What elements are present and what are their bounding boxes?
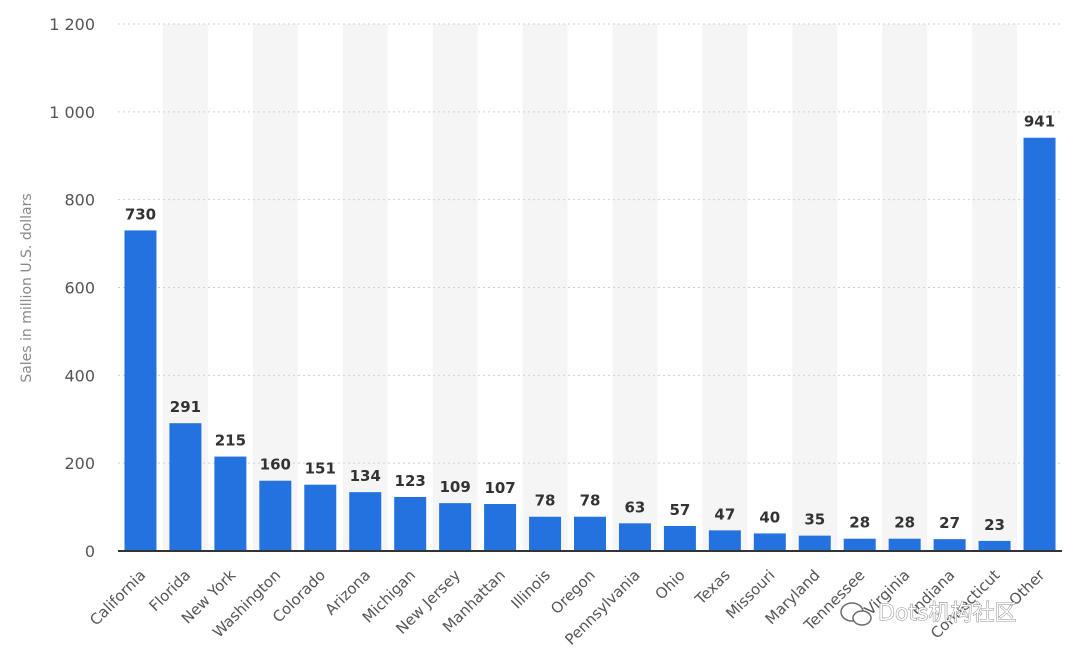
wechat-icon <box>840 602 872 626</box>
y-tick-label: 200 <box>64 454 95 473</box>
background-band <box>432 24 478 551</box>
bar <box>484 504 517 551</box>
bar <box>978 540 1011 551</box>
data-label: 57 <box>669 501 690 519</box>
bar <box>439 503 472 551</box>
data-label: 107 <box>484 479 515 497</box>
gridlines <box>118 23 1062 464</box>
data-label: 27 <box>939 514 960 532</box>
bar <box>394 496 427 551</box>
background-band <box>522 24 568 551</box>
bar <box>798 535 831 551</box>
y-tick-label: 0 <box>85 542 95 561</box>
bar <box>214 456 247 551</box>
bar <box>663 525 696 551</box>
data-label: 109 <box>439 478 470 496</box>
bar <box>753 533 786 551</box>
bars <box>124 137 1056 552</box>
y-tick-label: 400 <box>64 366 95 385</box>
x-tick-label: Ohio <box>651 566 688 603</box>
y-tick-label: 1 000 <box>49 103 95 122</box>
x-tick-label: Texas <box>691 566 734 609</box>
data-label: 123 <box>395 472 426 490</box>
data-label: 63 <box>625 498 646 516</box>
bar <box>708 530 741 551</box>
data-label: 35 <box>804 511 825 529</box>
data-label: 151 <box>305 460 336 478</box>
y-tick-label: 800 <box>64 191 95 210</box>
data-label: 730 <box>125 205 156 223</box>
data-label: 47 <box>714 505 735 523</box>
bar <box>618 523 651 551</box>
bar <box>259 480 292 551</box>
bar <box>124 230 157 552</box>
data-label: 941 <box>1024 113 1055 131</box>
y-axis-label: Sales in million U.S. dollars <box>19 193 35 382</box>
bar <box>169 423 202 551</box>
background-band <box>252 24 298 551</box>
y-axis-ticks: 0 200 400 600 800 1 000 1 200 <box>49 15 95 561</box>
data-label: 78 <box>580 492 601 510</box>
bar <box>304 484 337 551</box>
data-labels: 730 291 215 160 151 134 123 109 107 78 78 63 57 47 40 3… <box>125 113 1055 534</box>
bar <box>349 492 382 551</box>
watermark-text: Dots机构社区 <box>878 601 1017 626</box>
y-tick-label: 1 200 <box>49 15 95 34</box>
data-label: 160 <box>260 456 291 474</box>
bar <box>574 516 606 551</box>
bar <box>843 538 876 551</box>
data-label: 215 <box>215 432 246 450</box>
data-label: 28 <box>849 514 870 532</box>
data-label: 78 <box>535 492 556 510</box>
bar <box>888 538 921 551</box>
watermark: Dots机构社区 <box>840 601 1017 626</box>
data-label: 291 <box>170 398 201 416</box>
data-label: 28 <box>894 514 915 532</box>
x-tick-label: California <box>86 566 149 629</box>
y-tick-label: 600 <box>64 279 95 298</box>
bar <box>933 539 966 551</box>
data-label: 40 <box>759 508 780 526</box>
data-label: 134 <box>350 467 381 485</box>
bar <box>529 516 562 551</box>
data-label: 23 <box>984 516 1005 534</box>
bar <box>1023 137 1056 551</box>
background-band <box>342 24 388 551</box>
